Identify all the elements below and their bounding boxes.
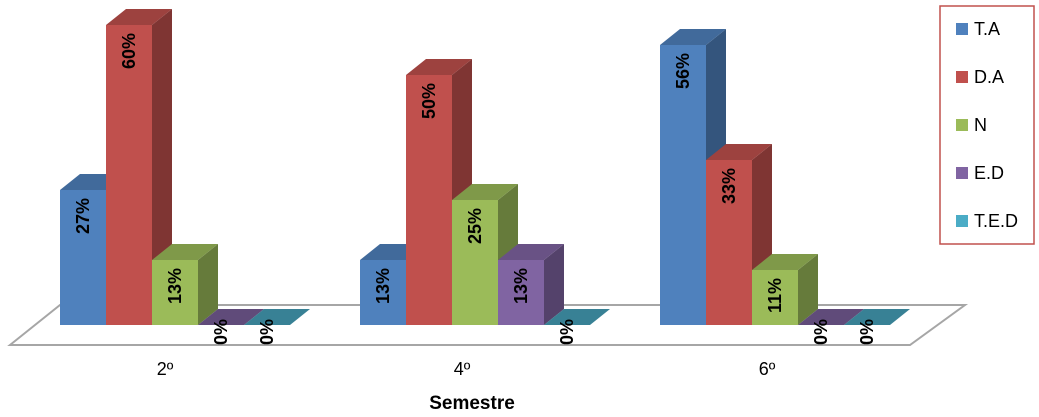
- bar-top: [798, 309, 864, 325]
- data-label: 0%: [557, 319, 577, 345]
- bar-front: [498, 260, 544, 325]
- bar-top: [752, 254, 818, 270]
- bar-front: [106, 25, 152, 325]
- bar-front: [452, 200, 498, 325]
- data-label: 0%: [211, 319, 231, 345]
- legend-entry: N: [974, 115, 987, 135]
- legend-swatch: [956, 23, 968, 35]
- bars-layer: 27% 60% 13% 0% 0% 13% 50% 25% 13% 0% 56% 33% 11% 0% 0%: [60, 9, 910, 345]
- data-label: 27%: [73, 198, 93, 234]
- data-label: 50%: [419, 83, 439, 119]
- bar-front: [660, 45, 706, 325]
- bar-front: [406, 75, 452, 325]
- bar-side: [198, 244, 218, 325]
- category-label: 6º: [759, 359, 776, 379]
- bar-ted-2: [544, 309, 610, 325]
- bar-top: [198, 309, 264, 325]
- bar-top: [844, 309, 910, 325]
- legend: T.A D.A N E.D T.E.D: [939, 5, 1035, 245]
- data-label: 11%: [765, 278, 785, 313]
- x-axis-title: Semestre: [429, 393, 515, 414]
- legend-entry: D.A: [974, 67, 1004, 87]
- data-label: 60%: [119, 33, 139, 69]
- bar-top: [406, 59, 472, 75]
- bar-top: [544, 309, 610, 325]
- bar-top: [660, 29, 726, 45]
- category-label: 4º: [454, 359, 471, 379]
- legend-entry: T.A: [974, 19, 1000, 39]
- bar-ed-2: [498, 244, 564, 325]
- category-label: 2º: [157, 359, 174, 379]
- bar-top: [152, 244, 218, 260]
- bar-ted-1: [244, 309, 310, 325]
- bar-side: [544, 244, 564, 325]
- bar-top: [706, 144, 772, 160]
- bar-top: [106, 9, 172, 25]
- data-label: 0%: [811, 319, 831, 345]
- data-label: 13%: [511, 268, 531, 304]
- bar-front: [706, 160, 752, 325]
- legend-entry: T.E.D: [974, 211, 1018, 231]
- bar-front: [752, 270, 798, 325]
- data-label: 13%: [165, 268, 185, 304]
- bar-n-3: [752, 254, 818, 325]
- bar-front: [60, 190, 106, 325]
- data-label: 0%: [257, 319, 277, 345]
- legend-swatch: [956, 167, 968, 179]
- data-label: 56%: [673, 53, 693, 89]
- legend-swatch: [956, 119, 968, 131]
- bar-front: [360, 260, 406, 325]
- bar-top: [452, 184, 518, 200]
- legend-box: [939, 5, 1035, 245]
- bar-top: [498, 244, 564, 260]
- category-labels: 2º 4º 6º: [157, 359, 776, 379]
- bar-side: [152, 9, 172, 325]
- bar-side: [798, 254, 818, 325]
- bar-ed-3: [798, 309, 864, 325]
- bar-ed-1: [198, 309, 264, 325]
- bar-ted-3: [844, 309, 910, 325]
- legend-entry: E.D: [974, 163, 1004, 183]
- bar-front: [152, 260, 198, 325]
- bar-da-1: [106, 9, 172, 325]
- data-label: 0%: [857, 319, 877, 345]
- legend-swatch: [956, 215, 968, 227]
- data-label: 13%: [373, 268, 393, 304]
- legend-swatch: [956, 71, 968, 83]
- bar-da-3: [706, 144, 772, 325]
- data-label: 25%: [465, 208, 485, 244]
- bar-n-1: [152, 244, 218, 325]
- bar-top: [244, 309, 310, 325]
- data-label: 33%: [719, 168, 739, 204]
